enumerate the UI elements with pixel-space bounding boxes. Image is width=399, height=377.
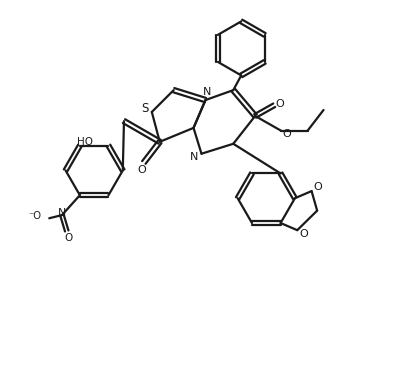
Text: O: O [275, 99, 284, 109]
Text: O: O [299, 229, 308, 239]
Text: O: O [138, 165, 146, 175]
Text: ⁻O: ⁻O [28, 211, 41, 221]
Text: N: N [203, 87, 211, 97]
Text: O: O [282, 129, 291, 139]
Text: O: O [65, 233, 73, 243]
Text: O: O [314, 182, 322, 192]
Text: N: N [58, 208, 66, 219]
Text: N: N [190, 152, 199, 162]
Text: HO: HO [77, 138, 93, 147]
Text: S: S [141, 102, 148, 115]
